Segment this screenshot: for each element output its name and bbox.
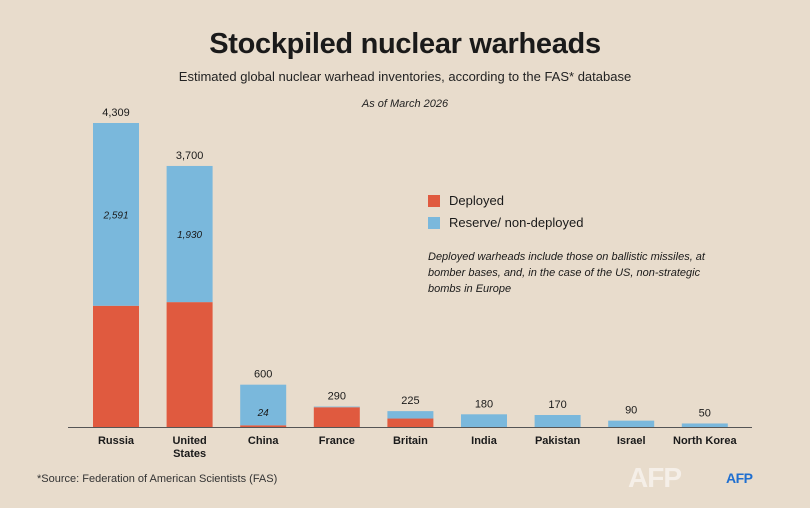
afp-watermark: AFP	[628, 462, 682, 493]
bar-reserve-united-states	[166, 165, 213, 303]
category-label-north-korea: North Korea	[673, 435, 737, 447]
legend-label-deployed: Deployed	[449, 193, 504, 208]
inside-label-china: 24	[257, 408, 270, 419]
bar-deployed-china	[240, 425, 287, 427]
bar-reserve-pakistan	[534, 415, 581, 427]
legend-label-reserve: Reserve/ non-deployed	[449, 215, 584, 230]
category-label-china: China	[248, 435, 279, 447]
bar-deployed-united-states	[166, 302, 213, 427]
bar-reserve-france	[313, 406, 360, 408]
category-label-france: France	[319, 435, 355, 447]
total-label-russia: 4,309	[102, 107, 130, 119]
bar-deployed-france	[313, 407, 360, 427]
total-label-china: 600	[254, 369, 272, 381]
category-label-india: India	[471, 435, 498, 447]
category-label-britain: Britain	[393, 435, 428, 447]
total-label-britain: 225	[401, 395, 419, 407]
total-label-north-korea: 50	[699, 407, 711, 419]
total-label-pakistan: 170	[548, 399, 566, 411]
bar-reserve-china	[240, 384, 287, 426]
legend-swatch-reserve	[428, 217, 440, 229]
category-label-israel: Israel	[617, 435, 646, 447]
inside-label-united-states: 1,930	[177, 230, 202, 241]
inside-label-russia: 2,591	[102, 210, 128, 221]
chart-title: Stockpiled nuclear warheads	[209, 28, 601, 60]
bar-reserve-north-korea	[681, 423, 728, 427]
total-label-france: 290	[328, 391, 346, 403]
bar-reserve-britain	[387, 411, 434, 419]
category-label-russia: Russia	[98, 435, 135, 447]
chart-note: Deployed warheads include those on balli…	[428, 251, 705, 295]
as-of-date: As of March 2026	[361, 98, 449, 110]
bar-reserve-india	[461, 414, 507, 427]
legend-swatch-deployed	[428, 195, 440, 207]
bar-deployed-britain	[387, 418, 434, 427]
category-label-pakistan: Pakistan	[535, 435, 581, 447]
bar-reserve-russia	[93, 123, 139, 306]
total-label-israel: 90	[625, 405, 637, 417]
total-label-india: 180	[475, 398, 493, 410]
total-label-united-states: 3,700	[176, 150, 204, 162]
bar-reserve-israel	[608, 420, 655, 427]
source-note: *Source: Federation of American Scientis…	[37, 473, 278, 485]
afp-logo: AFP	[726, 470, 753, 486]
bar-deployed-russia	[93, 305, 139, 427]
category-label-united-states: United States	[172, 435, 206, 460]
chart-subtitle: Estimated global nuclear warhead invento…	[178, 69, 632, 84]
